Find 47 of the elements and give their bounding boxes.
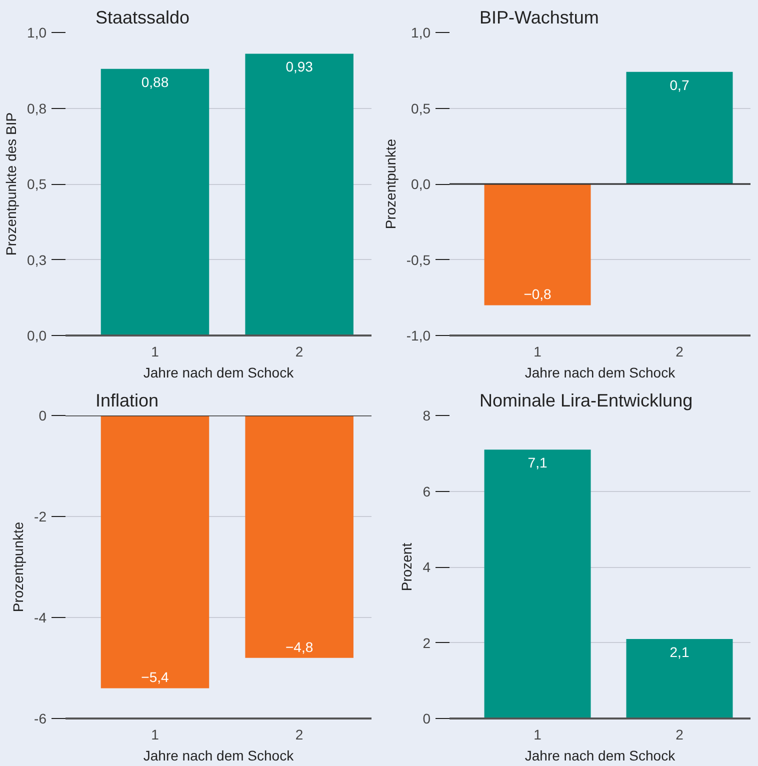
y-tick-label: -4 <box>34 610 47 626</box>
data-label: 7,1 <box>528 454 548 471</box>
chart-title: Inflation <box>96 390 159 410</box>
x-tick-label: 2 <box>676 726 684 742</box>
y-tick-label: -2 <box>34 508 47 524</box>
x-axis-title: Jahre nach dem Schock <box>524 748 676 764</box>
y-tick-label: 0,8 <box>27 100 47 116</box>
data-label: −4,8 <box>286 638 314 655</box>
y-tick-label: 0,5 <box>411 100 431 116</box>
y-tick-label: 0,0 <box>27 328 47 344</box>
y-tick-label: -6 <box>34 710 47 726</box>
y-axis-title: Prozentpunkte <box>382 138 398 230</box>
y-tick-label: 2 <box>422 634 431 651</box>
data-label: 0,93 <box>286 58 314 75</box>
x-tick-label: 2 <box>676 344 684 360</box>
x-tick-label: 1 <box>151 726 160 742</box>
chart-title: Staatssaldo <box>96 8 190 28</box>
y-tick-label: 8 <box>422 408 431 424</box>
data-label: −0,8 <box>524 286 552 302</box>
y-axis-title: Prozentpunkte <box>10 522 26 612</box>
y-tick-label: 1,0 <box>27 24 47 40</box>
x-axis-title: Jahre nach dem Schock <box>143 364 295 380</box>
y-tick-label: 4 <box>422 559 431 575</box>
y-tick-label: -0,5 <box>406 252 431 268</box>
y-axis-title: Prozentpunkte des BIP <box>3 112 20 256</box>
data-label: −5,4 <box>141 669 170 686</box>
data-label: 0,7 <box>670 76 690 93</box>
y-tick-label: 0 <box>422 710 431 726</box>
y-tick-label: 0,5 <box>27 176 47 192</box>
y-tick-label: 0 <box>38 408 47 424</box>
x-axis-title: Jahre nach dem Schock <box>143 748 295 764</box>
x-axis-title: Jahre nach dem Schock <box>524 364 676 380</box>
x-tick-label: 1 <box>534 344 542 360</box>
data-label: 2,1 <box>670 644 690 660</box>
x-tick-label: 1 <box>534 726 542 742</box>
y-tick-label: 1,0 <box>411 24 431 40</box>
y-tick-label: 0,0 <box>411 176 431 192</box>
y-axis-title: Prozent <box>398 542 415 592</box>
x-tick-label: 2 <box>295 344 304 360</box>
y-tick-label: 0,3 <box>27 252 47 268</box>
x-tick-label: 2 <box>295 726 304 742</box>
y-tick-label: 6 <box>422 483 431 500</box>
x-tick-label: 1 <box>151 344 160 360</box>
y-tick-label: -1,0 <box>406 328 431 344</box>
chart-title: BIP-Wachstum <box>480 8 599 28</box>
chart-title: Nominale Lira-Entwicklung <box>480 390 693 410</box>
data-label: 0,88 <box>141 74 169 90</box>
